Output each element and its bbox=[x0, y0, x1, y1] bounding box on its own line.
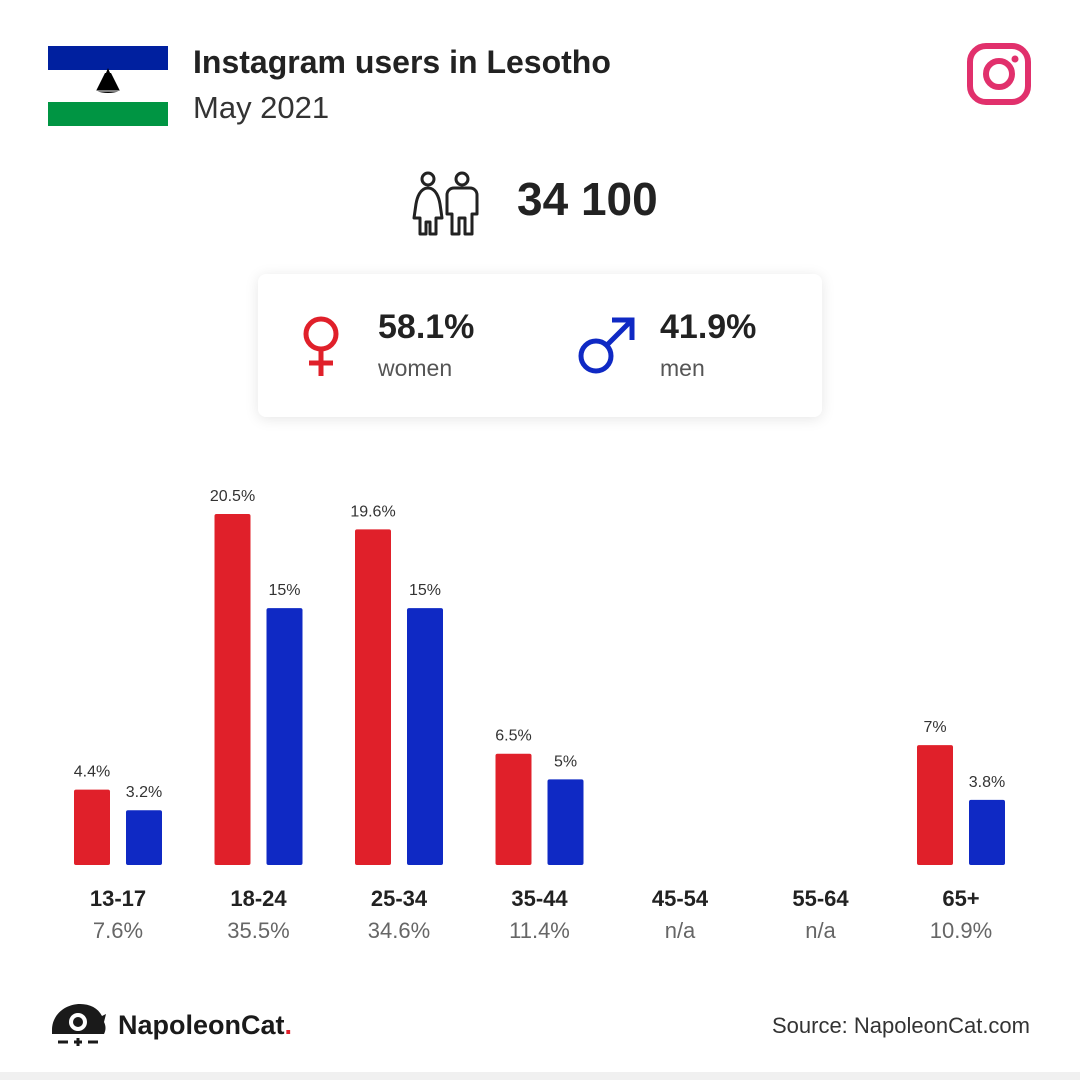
category-total-25-34: 34.6% bbox=[368, 918, 430, 943]
bar-women-18-24 bbox=[214, 514, 251, 865]
bar-label-women-65+: 7% bbox=[923, 719, 946, 736]
bottom-strip bbox=[0, 1072, 1080, 1080]
men-percentage: 41.9% bbox=[660, 308, 757, 346]
total-users-value: 34 100 bbox=[517, 173, 658, 225]
bar-label-women-13-17: 4.4% bbox=[74, 764, 110, 781]
bar-label-women-25-34: 19.6% bbox=[350, 503, 395, 520]
bar-women-13-17 bbox=[74, 789, 110, 865]
lesotho-flag-icon bbox=[48, 46, 168, 126]
bar-label-men-25-34: 15% bbox=[409, 582, 441, 599]
bar-women-35-44 bbox=[495, 753, 532, 865]
age-gender-bar-chart: 4.4% 3.2% 13-17 7.6% 20.5% 15% 18-24 35.5% 19.6%… bbox=[74, 488, 1005, 943]
bar-label-men-13-17: 3.2% bbox=[126, 784, 162, 801]
napoleoncat-logo-icon bbox=[52, 1004, 106, 1046]
category-label-25-34: 25-34 bbox=[371, 886, 428, 911]
category-label-55-64: 55-64 bbox=[792, 886, 849, 911]
bar-men-25-34 bbox=[407, 608, 443, 865]
bar-men-13-17 bbox=[126, 810, 162, 865]
female-symbol-icon bbox=[303, 316, 339, 376]
source-credit: Source: NapoleonCat.com bbox=[771, 1013, 1030, 1038]
gender-split-card: 58.1% women 41.9% men bbox=[258, 274, 822, 417]
men-label: men bbox=[660, 355, 705, 381]
category-label-45-54: 45-54 bbox=[652, 886, 709, 911]
bar-men-18-24 bbox=[266, 608, 303, 865]
category-total-65+: 10.9% bbox=[930, 918, 992, 943]
brand-name: NapoleonCat. bbox=[118, 1010, 292, 1041]
category-total-55-64: n/a bbox=[805, 918, 836, 943]
bar-label-women-35-44: 6.5% bbox=[495, 728, 531, 745]
bar-label-men-18-24: 15% bbox=[268, 582, 300, 599]
category-label-35-44: 35-44 bbox=[511, 886, 568, 911]
category-total-45-54: n/a bbox=[665, 918, 696, 943]
bar-men-35-44 bbox=[547, 779, 584, 865]
users-icon bbox=[412, 171, 479, 236]
category-total-18-24: 35.5% bbox=[227, 918, 289, 943]
male-symbol-icon bbox=[578, 317, 635, 374]
category-label-13-17: 13-17 bbox=[90, 886, 146, 911]
category-total-35-44: 11.4% bbox=[509, 918, 570, 943]
category-label-65+: 65+ bbox=[942, 886, 979, 911]
women-label: women bbox=[378, 355, 453, 381]
bar-women-25-34 bbox=[355, 529, 391, 865]
instagram-icon bbox=[967, 43, 1031, 105]
women-percentage: 58.1% bbox=[378, 308, 475, 346]
brand-name-text: NapoleonCat bbox=[118, 1010, 285, 1040]
bar-women-65+ bbox=[917, 745, 953, 865]
brand-name-dot: . bbox=[284, 1010, 293, 1040]
page-subtitle: May 2021 bbox=[193, 90, 330, 125]
category-total-13-17: 7.6% bbox=[93, 918, 143, 943]
bar-men-65+ bbox=[969, 799, 1005, 865]
bar-label-women-18-24: 20.5% bbox=[210, 488, 255, 505]
page-title: Instagram users in Lesotho bbox=[193, 44, 611, 80]
bar-label-men-65+: 3.8% bbox=[969, 774, 1005, 791]
category-label-18-24: 18-24 bbox=[230, 886, 287, 911]
bar-label-men-35-44: 5% bbox=[554, 753, 577, 770]
